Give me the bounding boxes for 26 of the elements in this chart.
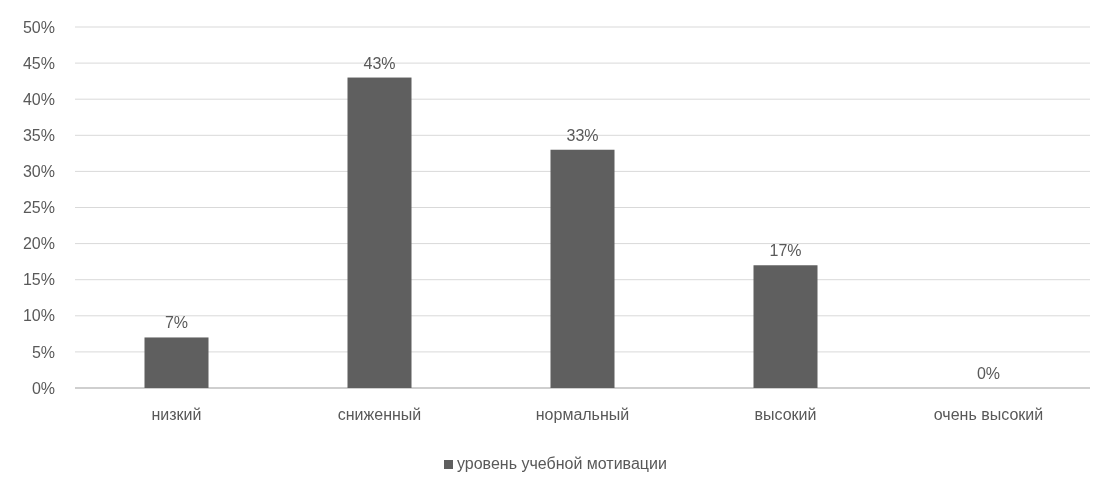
y-tick-label: 45% <box>22 54 55 72</box>
bar <box>753 265 818 388</box>
x-tick-label: очень высокий <box>933 406 1044 423</box>
bar <box>144 337 209 388</box>
y-tick-label: 35% <box>22 126 55 144</box>
bar <box>550 149 615 388</box>
data-label: 43% <box>363 54 396 72</box>
y-tick-label: 25% <box>22 199 55 217</box>
y-tick-label: 50% <box>22 18 55 36</box>
y-tick-label: 0% <box>31 379 55 397</box>
y-tick-label: 40% <box>22 90 55 108</box>
data-label: 7% <box>164 314 189 332</box>
data-label: 33% <box>566 126 599 144</box>
x-tick-label: нормальный <box>535 406 630 423</box>
x-tick-label: низкий <box>151 406 202 423</box>
data-label: 17% <box>769 242 802 260</box>
data-label: 0% <box>976 365 1001 382</box>
y-tick-label: 20% <box>22 235 55 253</box>
y-tick-label: 15% <box>22 271 55 289</box>
x-tick-label: сниженный <box>337 406 422 423</box>
legend-label: уровень учебной мотивации <box>457 455 667 472</box>
bar <box>347 77 412 388</box>
y-tick-label: 30% <box>22 163 55 180</box>
y-tick-label: 10% <box>22 307 55 325</box>
y-tick-label: 5% <box>31 343 55 361</box>
x-tick-label: высокий <box>754 406 817 423</box>
